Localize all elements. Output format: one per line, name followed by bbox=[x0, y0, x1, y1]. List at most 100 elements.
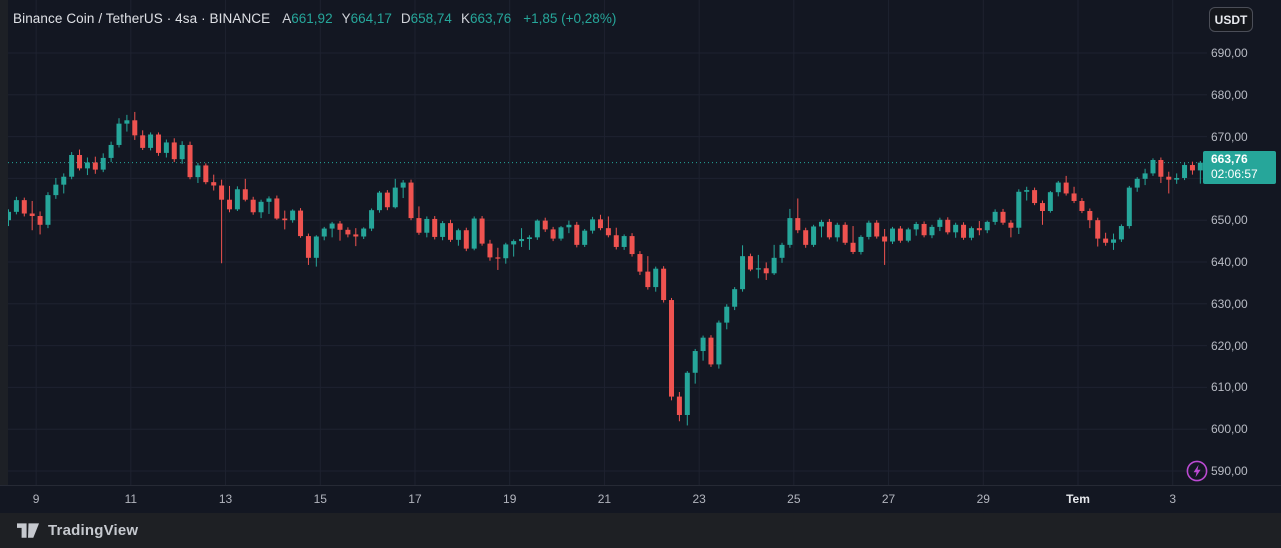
candle-body bbox=[1063, 182, 1069, 194]
candle-body bbox=[984, 221, 990, 231]
candle-body bbox=[882, 236, 888, 242]
ohlc-item: A661,92 bbox=[282, 11, 333, 26]
candle-body bbox=[850, 242, 856, 252]
price-axis-label: 590,00 bbox=[1211, 464, 1248, 478]
candle-wick bbox=[229, 185, 231, 213]
candle-body bbox=[392, 187, 398, 208]
candle-wick bbox=[521, 228, 523, 247]
price-axis-label: 640,00 bbox=[1211, 255, 1248, 269]
candle-body bbox=[708, 337, 714, 365]
candle-body bbox=[1189, 165, 1195, 171]
candle-body bbox=[266, 198, 272, 202]
candle-body bbox=[890, 228, 896, 242]
candle-body bbox=[526, 237, 532, 240]
candle-body bbox=[818, 221, 824, 227]
candle-body bbox=[1095, 220, 1101, 239]
time-axis-label: 17 bbox=[408, 492, 422, 506]
candle-wick bbox=[1041, 200, 1043, 225]
ohlc-item: D658,74 bbox=[400, 11, 452, 26]
candle-wick bbox=[757, 254, 759, 279]
candle-body bbox=[937, 219, 943, 227]
candle-body bbox=[1103, 238, 1109, 243]
candle-body bbox=[1000, 211, 1006, 223]
candle-body bbox=[163, 142, 169, 153]
candle-wick bbox=[797, 198, 799, 234]
candle-wick bbox=[528, 235, 530, 250]
candle-body bbox=[108, 144, 114, 158]
candle-body bbox=[582, 230, 588, 245]
candle-body bbox=[542, 220, 548, 230]
candle-wick bbox=[1168, 171, 1170, 194]
symbol-legend: Binance Coin / TetherUS · 4sa · BINANCE … bbox=[13, 11, 616, 26]
brand-label[interactable]: TradingView bbox=[48, 521, 139, 539]
candle-body bbox=[305, 236, 311, 258]
candle-body bbox=[653, 268, 659, 288]
price-axis[interactable]: 690,00680,00670,00660,00650,00640,00630,… bbox=[1195, 0, 1281, 485]
symbol-title[interactable]: Binance Coin / TetherUS · 4sa · BINANCE bbox=[13, 11, 271, 26]
candle-body bbox=[519, 239, 525, 242]
candle-body bbox=[929, 226, 935, 236]
candle-wick bbox=[331, 221, 333, 238]
candle-body bbox=[661, 268, 667, 301]
candle-body bbox=[866, 222, 872, 237]
candle-body bbox=[455, 230, 461, 240]
candle-body bbox=[361, 228, 367, 237]
candle-body bbox=[921, 223, 927, 236]
candle-body bbox=[550, 229, 556, 239]
candle-body bbox=[384, 192, 390, 208]
candle-body bbox=[803, 230, 809, 245]
candle-body bbox=[61, 176, 67, 185]
candle-body bbox=[700, 337, 706, 352]
price-axis-label: 630,00 bbox=[1211, 296, 1248, 311]
candle-body bbox=[487, 243, 493, 258]
candle-body bbox=[227, 199, 233, 210]
time-axis-label: 29 bbox=[976, 492, 990, 506]
candle-body bbox=[13, 200, 19, 212]
time-axis-label: 21 bbox=[597, 492, 612, 506]
candle-body bbox=[858, 236, 864, 252]
time-axis[interactable]: 9 11 13 15 17 19 21 23 25 27 29 Tem 3 bbox=[0, 485, 1281, 513]
candle-body bbox=[747, 256, 753, 270]
boost-button[interactable] bbox=[1186, 460, 1208, 482]
candle-body bbox=[953, 224, 959, 233]
candle-body bbox=[148, 134, 154, 148]
candle-wick bbox=[1199, 160, 1201, 184]
candle-wick bbox=[268, 196, 270, 214]
candle-body bbox=[905, 229, 911, 241]
candle-body bbox=[211, 182, 217, 186]
lightning-bolt-icon bbox=[1186, 460, 1208, 482]
time-axis-label: 27 bbox=[881, 492, 896, 506]
candle-body bbox=[92, 162, 98, 170]
candle-wick bbox=[402, 180, 404, 199]
candle-body bbox=[53, 184, 59, 196]
candle-body bbox=[274, 198, 280, 219]
candle-body bbox=[1126, 187, 1132, 227]
candle-body bbox=[992, 211, 998, 222]
candle-body bbox=[69, 154, 75, 177]
candle-body bbox=[471, 218, 477, 249]
candle-body bbox=[376, 192, 382, 211]
time-axis-label: 13 bbox=[218, 492, 233, 506]
candle-body bbox=[179, 144, 185, 160]
candlestick-chart[interactable] bbox=[0, 0, 1281, 485]
candle-body bbox=[116, 123, 122, 145]
candle-body bbox=[779, 244, 785, 258]
time-axis-label: 19 bbox=[503, 492, 517, 506]
current-price-badge: 663,76 02:06:57 bbox=[1203, 151, 1276, 184]
candle-body bbox=[842, 224, 848, 243]
candle-body bbox=[140, 135, 146, 148]
candle-body bbox=[613, 235, 619, 247]
candle-body bbox=[574, 224, 580, 245]
candle-body bbox=[132, 120, 138, 136]
candle-body bbox=[676, 396, 682, 415]
candlestick-pane[interactable]: Binance Coin / TetherUS · 4sa · BINANCE … bbox=[0, 0, 1281, 485]
currency-toggle-button[interactable]: USDT bbox=[1209, 7, 1253, 32]
candle-body bbox=[258, 201, 264, 213]
candle-body bbox=[369, 210, 375, 229]
tradingview-logo-icon[interactable] bbox=[17, 522, 40, 538]
candle-body bbox=[1024, 190, 1030, 192]
candle-body bbox=[440, 223, 446, 237]
candle-body bbox=[282, 218, 288, 221]
candle-body bbox=[692, 351, 698, 373]
